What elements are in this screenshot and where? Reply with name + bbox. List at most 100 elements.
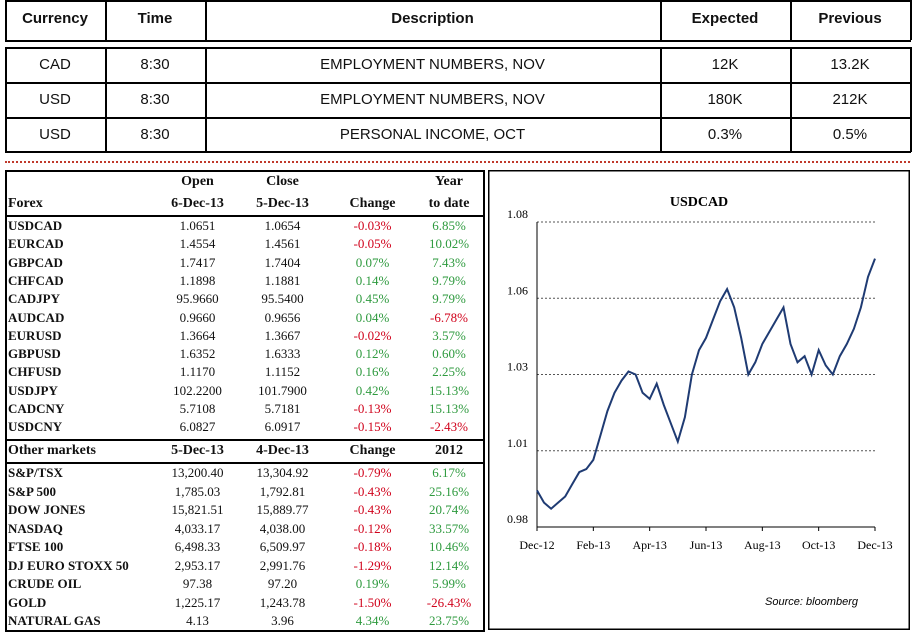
- x-tick-label: Apr-13: [632, 538, 666, 552]
- rule: [660, 47, 662, 152]
- rule: [910, 0, 912, 40]
- column-header-top: Year: [435, 174, 463, 189]
- column-header: Currency: [22, 10, 88, 27]
- cell: USDCNY: [8, 419, 63, 435]
- rule: [483, 170, 485, 631]
- cell: 1.7417: [179, 254, 216, 270]
- rule: [660, 0, 662, 40]
- rule: [5, 0, 7, 40]
- y-tick-label: 1.03: [507, 360, 528, 374]
- cell: -0.18%: [353, 539, 392, 554]
- cell: 7.43%: [432, 254, 466, 270]
- y-tick-label: 0.98: [507, 512, 528, 526]
- cell: 8:30: [140, 56, 170, 73]
- rule: [5, 82, 911, 84]
- column-header: Description: [391, 10, 474, 27]
- column-header-top: Open: [181, 174, 214, 189]
- column-header: Time: [137, 10, 173, 27]
- cell: 1,225.17: [174, 594, 221, 610]
- rule: [205, 47, 207, 152]
- cell: 0.3%: [707, 126, 743, 143]
- cell: CADCNY: [8, 401, 65, 416]
- cell: -0.03%: [353, 218, 392, 233]
- cell: -0.15%: [353, 419, 392, 435]
- chart-frame: [488, 170, 910, 630]
- rule: [910, 47, 912, 152]
- cell: 4.34%: [355, 613, 390, 628]
- cell: 1.0654: [264, 218, 301, 233]
- cell: 4,038.00: [259, 520, 306, 536]
- cell: 6,509.97: [259, 539, 306, 554]
- column-header: Other markets: [8, 443, 96, 458]
- rule: [5, 151, 911, 153]
- cell: 15.13%: [428, 382, 470, 398]
- cell: 2.25%: [432, 364, 466, 380]
- column-header: Previous: [818, 10, 882, 27]
- line-series: [536, 258, 876, 511]
- cell: 10.46%: [428, 539, 470, 554]
- cell: 13,200.40: [171, 465, 224, 480]
- column-header: to date: [428, 196, 470, 211]
- cell: PERSONAL INCOME, OCT: [339, 126, 526, 143]
- y-tick-label: 1.08: [507, 207, 528, 221]
- cell: -0.13%: [353, 401, 392, 416]
- cell: 3.96: [271, 613, 294, 628]
- cell: -0.43%: [353, 502, 392, 517]
- cell: -6.78%: [430, 309, 468, 325]
- cell: 1.3664: [179, 327, 216, 343]
- cell: 10.02%: [428, 236, 470, 252]
- rule: [105, 0, 107, 40]
- chart-title: USDCAD: [670, 195, 728, 210]
- cell: 0.60%: [432, 346, 466, 362]
- column-header: 5-Dec-13: [256, 196, 309, 211]
- cell: 95.5400: [261, 291, 304, 307]
- rule: [5, 40, 911, 42]
- rule: [5, 117, 911, 119]
- cell: 12K: [711, 56, 739, 73]
- cell: -0.79%: [353, 465, 392, 480]
- cell: 5.7108: [179, 401, 216, 416]
- cell: 6.17%: [432, 465, 466, 480]
- cell: USDJPY: [8, 382, 58, 398]
- cell: 0.9660: [179, 309, 216, 325]
- rule: [5, 0, 911, 2]
- cell: 6.85%: [432, 218, 466, 233]
- cell: 1.1170: [179, 364, 216, 380]
- cell: CADJPY: [8, 291, 60, 307]
- cell: 1.6333: [264, 346, 301, 362]
- cell: -1.50%: [353, 594, 392, 610]
- cell: -0.02%: [353, 327, 392, 343]
- cell: -0.43%: [353, 483, 392, 499]
- cell: 9.79%: [432, 291, 466, 307]
- cell: 15.13%: [428, 401, 470, 416]
- cell: 0.42%: [355, 382, 390, 398]
- cell: 0.12%: [355, 346, 390, 362]
- cell: 97.20: [267, 576, 298, 591]
- cell: 6.0917: [264, 419, 301, 435]
- cell: -26.43%: [426, 594, 472, 610]
- cell: 9.79%: [432, 272, 466, 288]
- cell: FTSE 100: [8, 539, 64, 554]
- column-header: 6-Dec-13: [171, 196, 224, 211]
- cell: 6.0827: [179, 419, 216, 435]
- rule: [5, 161, 910, 163]
- cell: -2.43%: [430, 419, 468, 435]
- rule: [790, 0, 792, 40]
- rule: [5, 462, 485, 464]
- cell: CRUDE OIL: [8, 576, 82, 591]
- x-tick-label: Aug-13: [744, 538, 781, 552]
- x-tick-label: Feb-13: [576, 538, 610, 552]
- cell: AUDCAD: [8, 309, 65, 325]
- rule: [5, 170, 485, 172]
- cell: 1,792.81: [259, 483, 306, 499]
- cell: 0.16%: [355, 364, 390, 380]
- column-header: 4-Dec-13: [256, 443, 309, 458]
- cell: 97.38: [182, 576, 213, 591]
- cell: 0.19%: [355, 576, 390, 591]
- column-header: 5-Dec-13: [171, 443, 224, 458]
- cell: 2,991.76: [259, 557, 306, 573]
- column-header: Forex: [8, 196, 43, 211]
- cell: CAD: [39, 56, 71, 73]
- y-tick-label: 1.01: [507, 436, 528, 450]
